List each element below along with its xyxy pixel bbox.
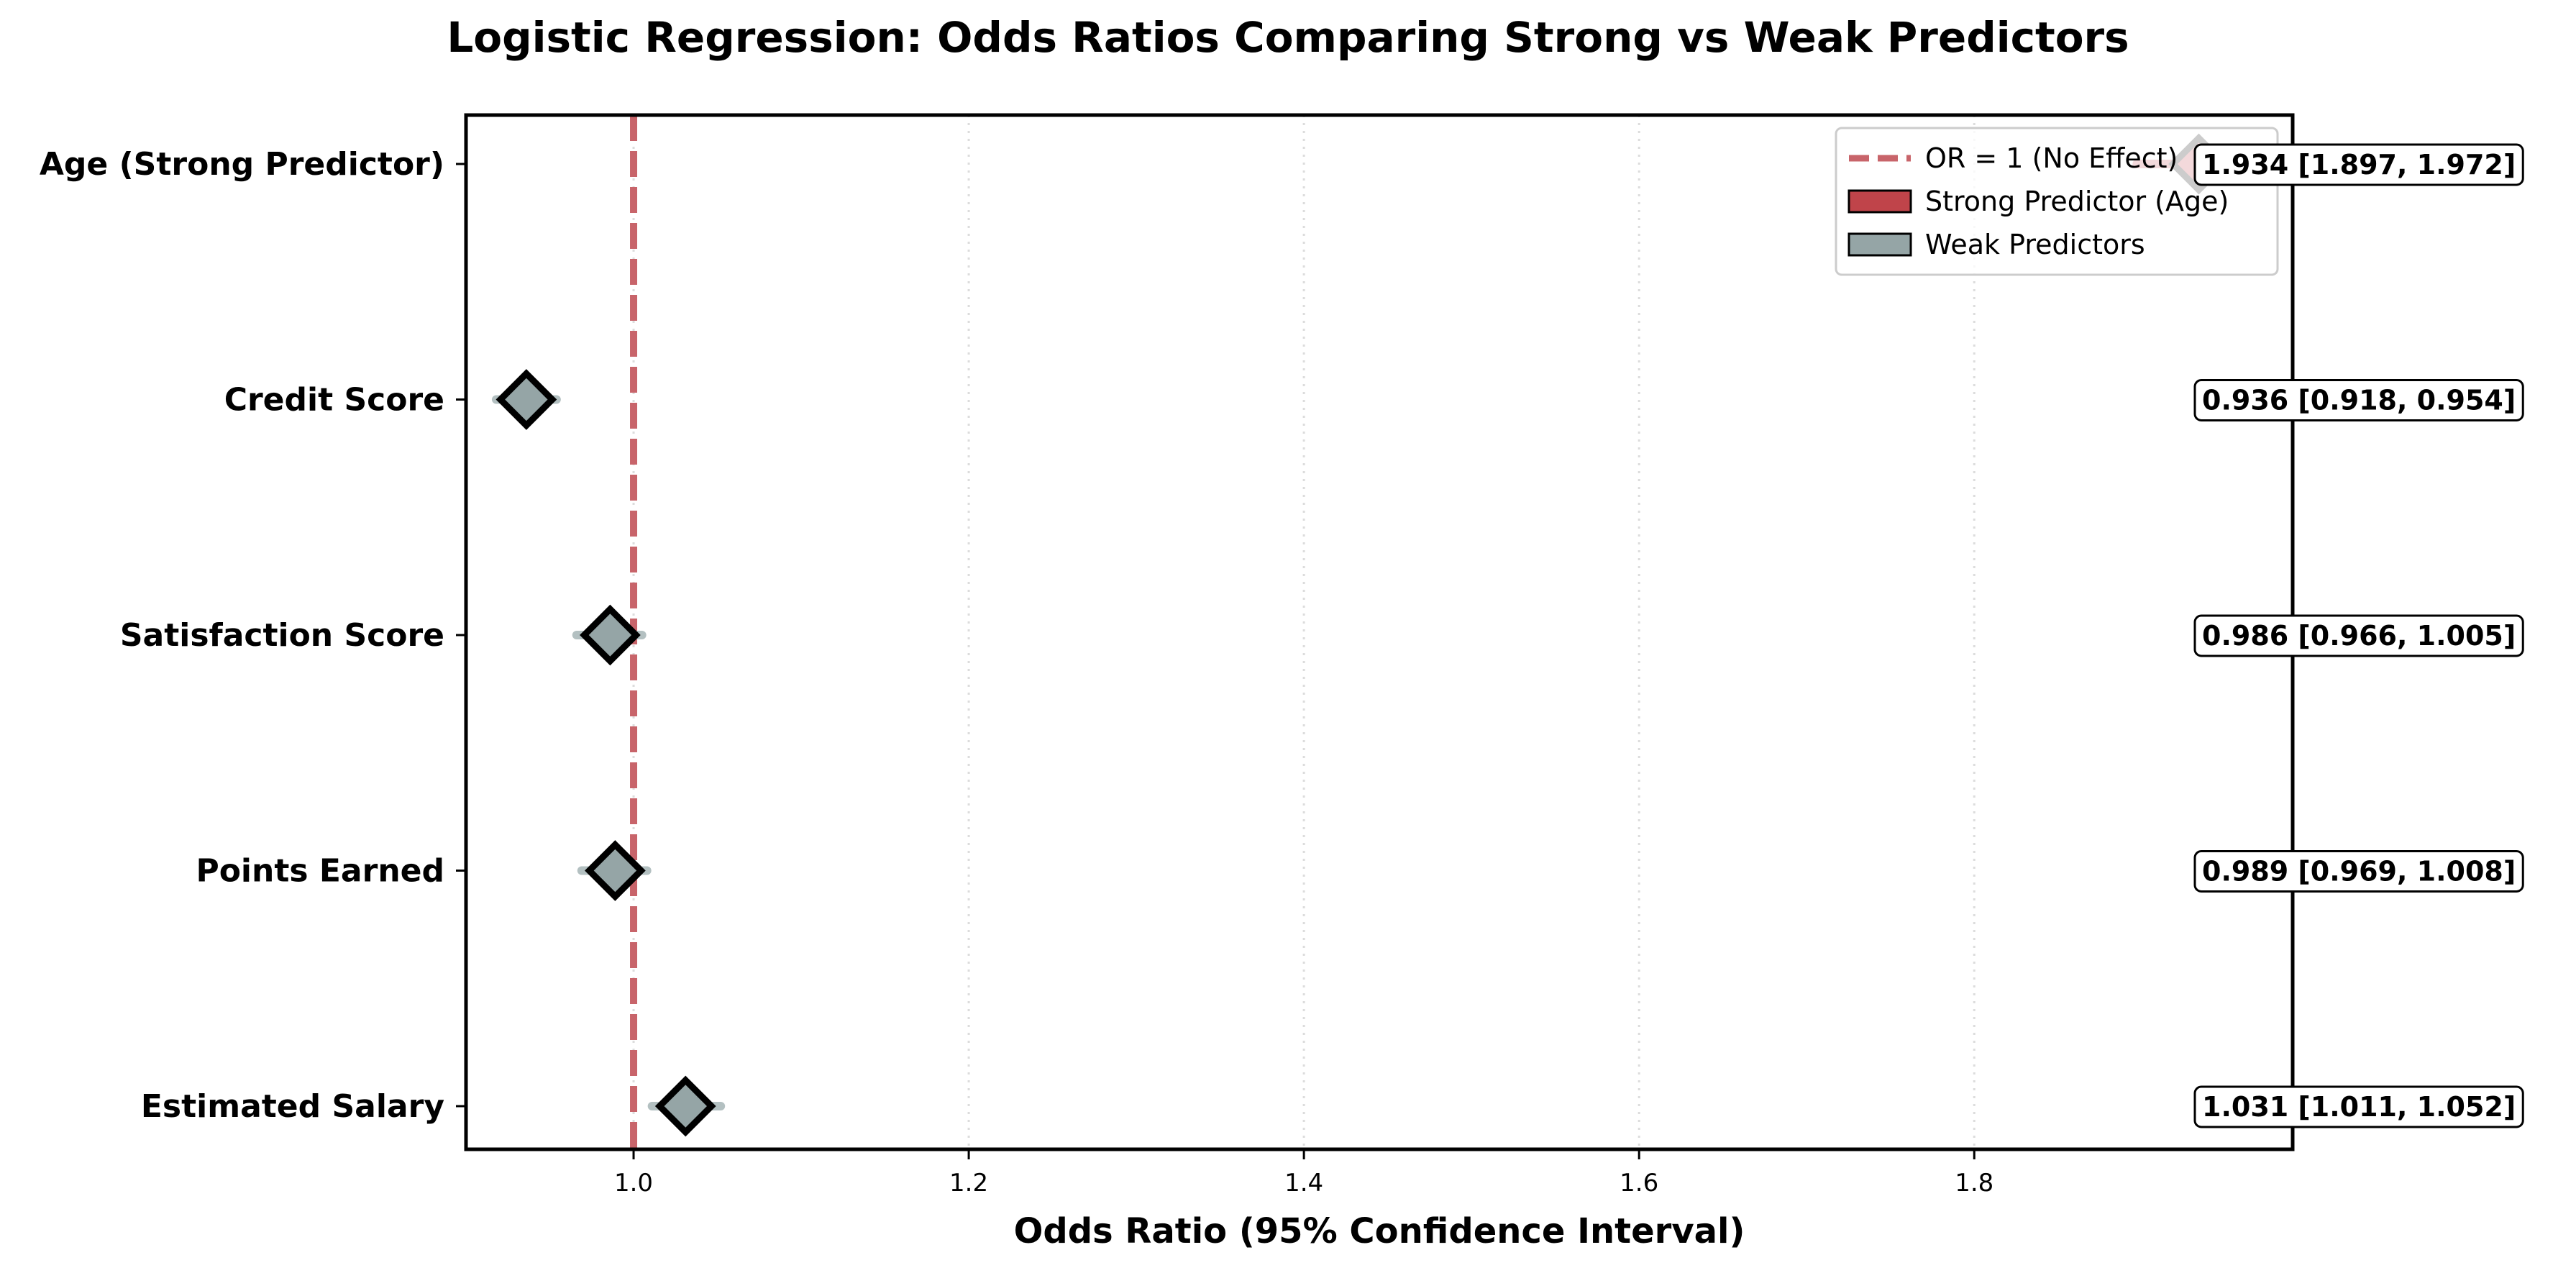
x-tick-label: 1.0 (614, 1169, 653, 1197)
x-tick-label: 1.4 (1284, 1169, 1323, 1197)
legend-frame (1835, 127, 2279, 276)
chart-title: Logistic Regression: Odds Ratios Compari… (447, 13, 2129, 62)
y-tick-label: Points Earned (196, 853, 444, 890)
y-tick-label: Credit Score (224, 382, 444, 419)
value-annotation: 0.986 [0.966, 1.005] (2193, 614, 2524, 657)
value-annotation: 0.989 [0.969, 1.008] (2193, 850, 2524, 893)
legend-swatch-patch (1847, 232, 1912, 257)
annotation-box (2193, 379, 2524, 421)
value-annotations: 1.934 [1.897, 1.972] 0.936 [0.918, 0.954]… (2193, 143, 2524, 1128)
value-annotation: 1.031 [1.011, 1.052] (2193, 1085, 2524, 1128)
annotation-text: 1.031 [1.011, 1.052] (2202, 1091, 2516, 1123)
legend: OR = 1 (No Effect) Strong Predictor (Age)… (1835, 127, 2279, 276)
annotation-box (2193, 850, 2524, 893)
legend-label: OR = 1 (No Effect) (1925, 142, 2178, 174)
x-tick-label: 1.2 (949, 1169, 988, 1197)
x-axis-label: Odds Ratio (95% Confidence Interval) (1014, 1211, 1745, 1251)
annotation-box (2193, 1085, 2524, 1128)
legend-swatch-patch (1847, 189, 1912, 214)
annotation-text: 0.936 [0.918, 0.954] (2202, 385, 2516, 416)
odds-ratio-marker (495, 369, 557, 430)
legend-label: Weak Predictors (1925, 229, 2145, 260)
x-axis: 1.0 1.2 1.4 1.6 1.8 (614, 1149, 1993, 1197)
odds-ratio-marker (585, 840, 646, 901)
annotation-text: 0.986 [0.966, 1.005] (2202, 620, 2516, 652)
y-axis: Age (Strong Predictor) Credit Score Satisf… (40, 146, 466, 1125)
data-marks (491, 133, 2267, 1137)
y-tick-label: Estimated Salary (141, 1088, 444, 1125)
value-annotation: 0.936 [0.918, 0.954] (2193, 379, 2524, 421)
odds-ratio-marker (580, 604, 641, 666)
legend-label: Strong Predictor (Age) (1925, 186, 2229, 217)
value-annotation: 1.934 [1.897, 1.972] (2193, 143, 2524, 186)
annotation-text: 0.989 [0.969, 1.008] (2202, 856, 2516, 888)
annotation-box (2193, 143, 2524, 186)
y-tick-label: Age (Strong Predictor) (40, 146, 444, 183)
grid-lines (632, 115, 1976, 1149)
odds-ratio-marker (654, 1075, 716, 1137)
annotation-box (2193, 614, 2524, 657)
annotation-text: 1.934 [1.897, 1.972] (2202, 149, 2516, 181)
y-tick-label: Satisfaction Score (120, 617, 444, 654)
x-tick-label: 1.8 (1955, 1169, 1993, 1197)
x-tick-label: 1.6 (1620, 1169, 1658, 1197)
